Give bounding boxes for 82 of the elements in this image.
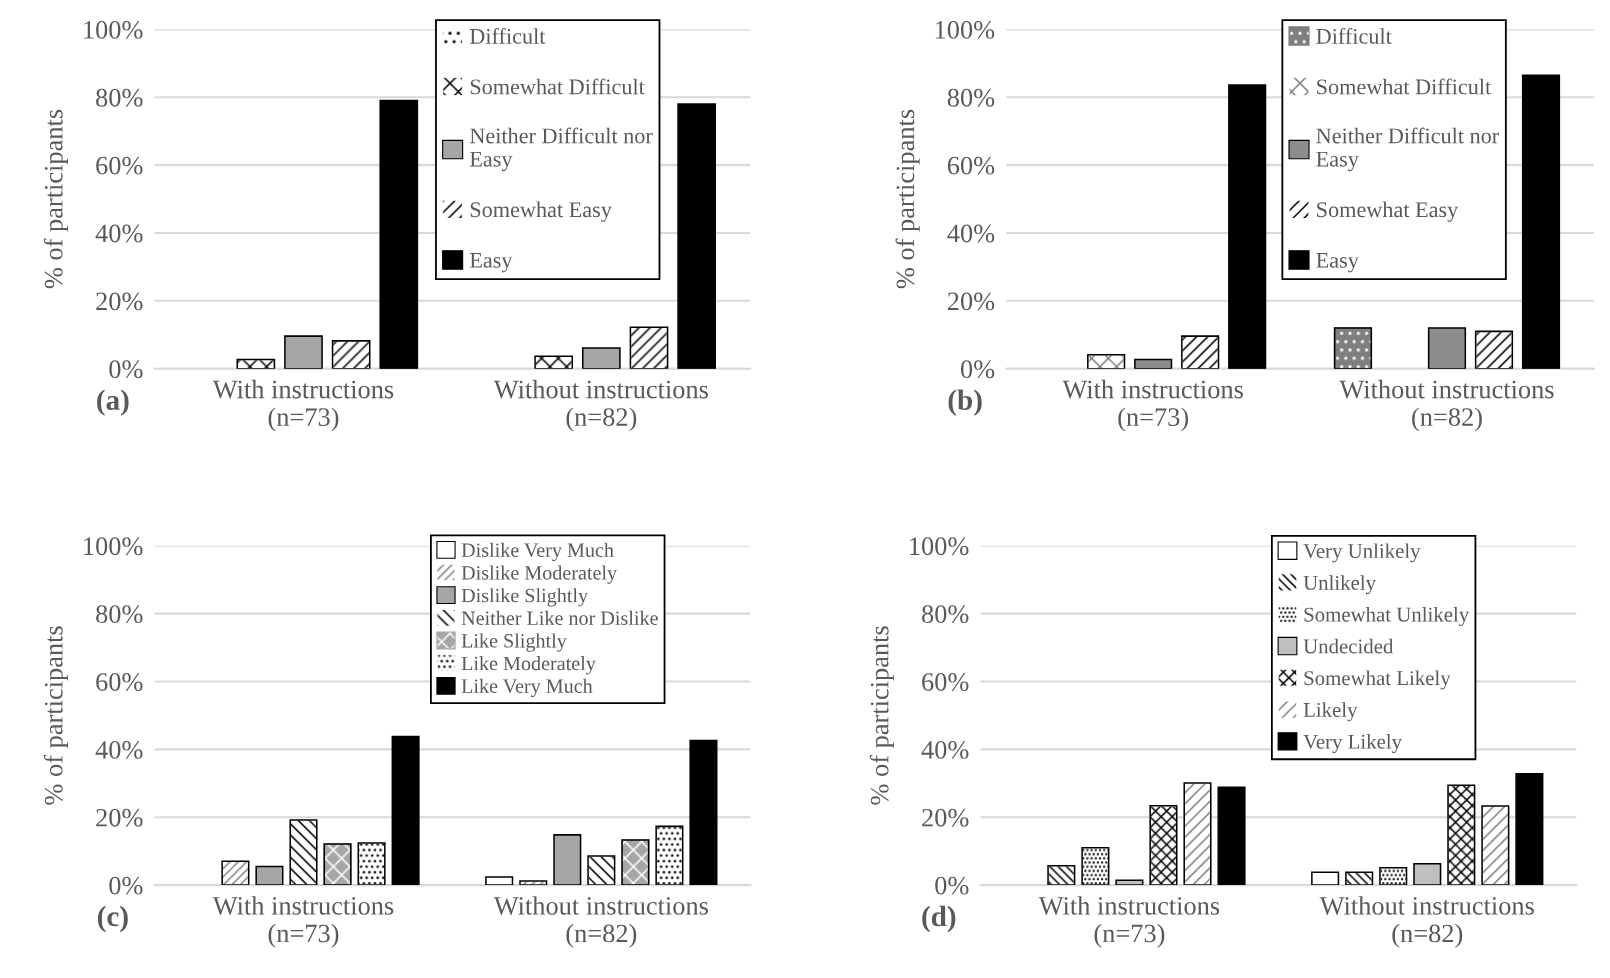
legend-label: Somewhat Unlikely xyxy=(1304,606,1470,626)
text: (b) xyxy=(948,389,982,416)
legend-label: Neither Difficult nor Easy xyxy=(1316,127,1499,172)
y-tick-label: 0% xyxy=(109,360,143,379)
legend-label: Unlikely xyxy=(1303,575,1376,595)
legend-label: Very Unlikely xyxy=(1303,543,1421,563)
y-tick-label: 60% xyxy=(922,673,969,691)
text: (d) xyxy=(922,905,956,933)
legend-label: Somewhat Easy xyxy=(470,201,612,222)
legend-label: Easy xyxy=(469,253,513,273)
x-tick-label: Without instructions (n=82) xyxy=(1319,896,1534,948)
legend-label: Very Likely xyxy=(1303,734,1402,754)
y-tick-label: 40% xyxy=(95,224,143,243)
y-tick-label: 60% xyxy=(96,673,143,691)
y-tick-label: 100% xyxy=(84,537,143,556)
y-tick-label: 40% xyxy=(95,740,143,759)
bar xyxy=(1115,879,1144,886)
bar xyxy=(1217,786,1246,886)
legend-label: Somewhat Difficult xyxy=(1317,78,1492,95)
bar xyxy=(1134,358,1173,369)
y-tick-label: 20% xyxy=(96,292,143,311)
x-tick-label: Without instructions (n=82) xyxy=(493,379,708,432)
y-axis-title: % of participants xyxy=(43,626,68,805)
y-tick-label: 40% xyxy=(947,224,995,243)
legend-label: Like Moderately xyxy=(461,656,596,675)
y-tick-label: 0% xyxy=(960,360,995,379)
bar xyxy=(689,739,718,886)
text: (a) xyxy=(97,389,129,416)
y-tick-label: 80% xyxy=(96,88,143,107)
y-tick-label: 0% xyxy=(109,876,143,895)
bar xyxy=(1515,773,1544,886)
bar xyxy=(1521,74,1561,369)
x-tick-label: With instructions (n=73) xyxy=(1038,896,1220,948)
y-tick-label: 80% xyxy=(947,88,995,107)
x-tick-label: With instructions (n=73) xyxy=(1062,379,1243,432)
legend-label: Somewhat Easy xyxy=(1317,201,1459,222)
legend-label: Difficult xyxy=(1316,28,1392,44)
y-tick-label: 0% xyxy=(935,876,969,895)
legend-label: Dislike Very Much xyxy=(461,542,614,562)
bar xyxy=(1427,327,1467,369)
legend-label: Difficult xyxy=(469,28,546,44)
legend-label: Dislike Slightly xyxy=(461,588,589,607)
legend-label: Neither Like nor Dislike xyxy=(461,610,658,625)
legend-label: Easy xyxy=(1316,253,1359,273)
legend-label: Like Slightly xyxy=(461,633,567,652)
bar xyxy=(379,99,419,369)
y-tick-label: 80% xyxy=(922,605,969,624)
y-tick-label: 20% xyxy=(96,808,143,827)
bar xyxy=(485,876,514,886)
y-tick-label: 40% xyxy=(921,740,969,759)
bar xyxy=(1228,84,1267,369)
y-tick-label: 20% xyxy=(922,808,969,827)
bar xyxy=(284,335,323,369)
bar xyxy=(1311,871,1340,886)
legend-label: Likely xyxy=(1303,702,1358,722)
y-tick-label: 100% xyxy=(910,537,969,556)
legend-label: Somewhat Likely xyxy=(1304,670,1451,690)
x-tick-label: Without instructions (n=82) xyxy=(1339,379,1554,432)
legend-label: Like Very Much xyxy=(461,678,593,698)
y-tick-label: 60% xyxy=(96,156,143,175)
y-axis-title: % of participants xyxy=(43,109,68,289)
bar xyxy=(677,103,716,369)
bar xyxy=(581,347,621,369)
bar xyxy=(1413,862,1442,886)
y-tick-label: 80% xyxy=(96,605,143,624)
x-tick-label: Without instructions (n=82) xyxy=(493,896,708,948)
legend-label: Undecided xyxy=(1303,638,1394,654)
bar xyxy=(553,834,582,886)
legend-label: Dislike Moderately xyxy=(461,565,618,584)
legend-label: Somewhat Difficult xyxy=(470,78,645,95)
text: (c) xyxy=(97,905,128,933)
legend-label: Neither Difficult nor Easy xyxy=(469,127,653,172)
y-axis-title: % of participants xyxy=(895,109,920,289)
x-tick-label: With instructions (n=73) xyxy=(212,896,394,948)
x-tick-label: With instructions (n=73) xyxy=(212,379,394,432)
y-tick-label: 100% xyxy=(84,20,143,39)
y-axis-title: % of participants xyxy=(869,626,894,805)
y-tick-label: 100% xyxy=(935,20,995,39)
bar xyxy=(255,865,284,886)
y-tick-label: 20% xyxy=(947,292,995,311)
bar xyxy=(391,735,420,886)
y-tick-label: 60% xyxy=(947,156,995,175)
